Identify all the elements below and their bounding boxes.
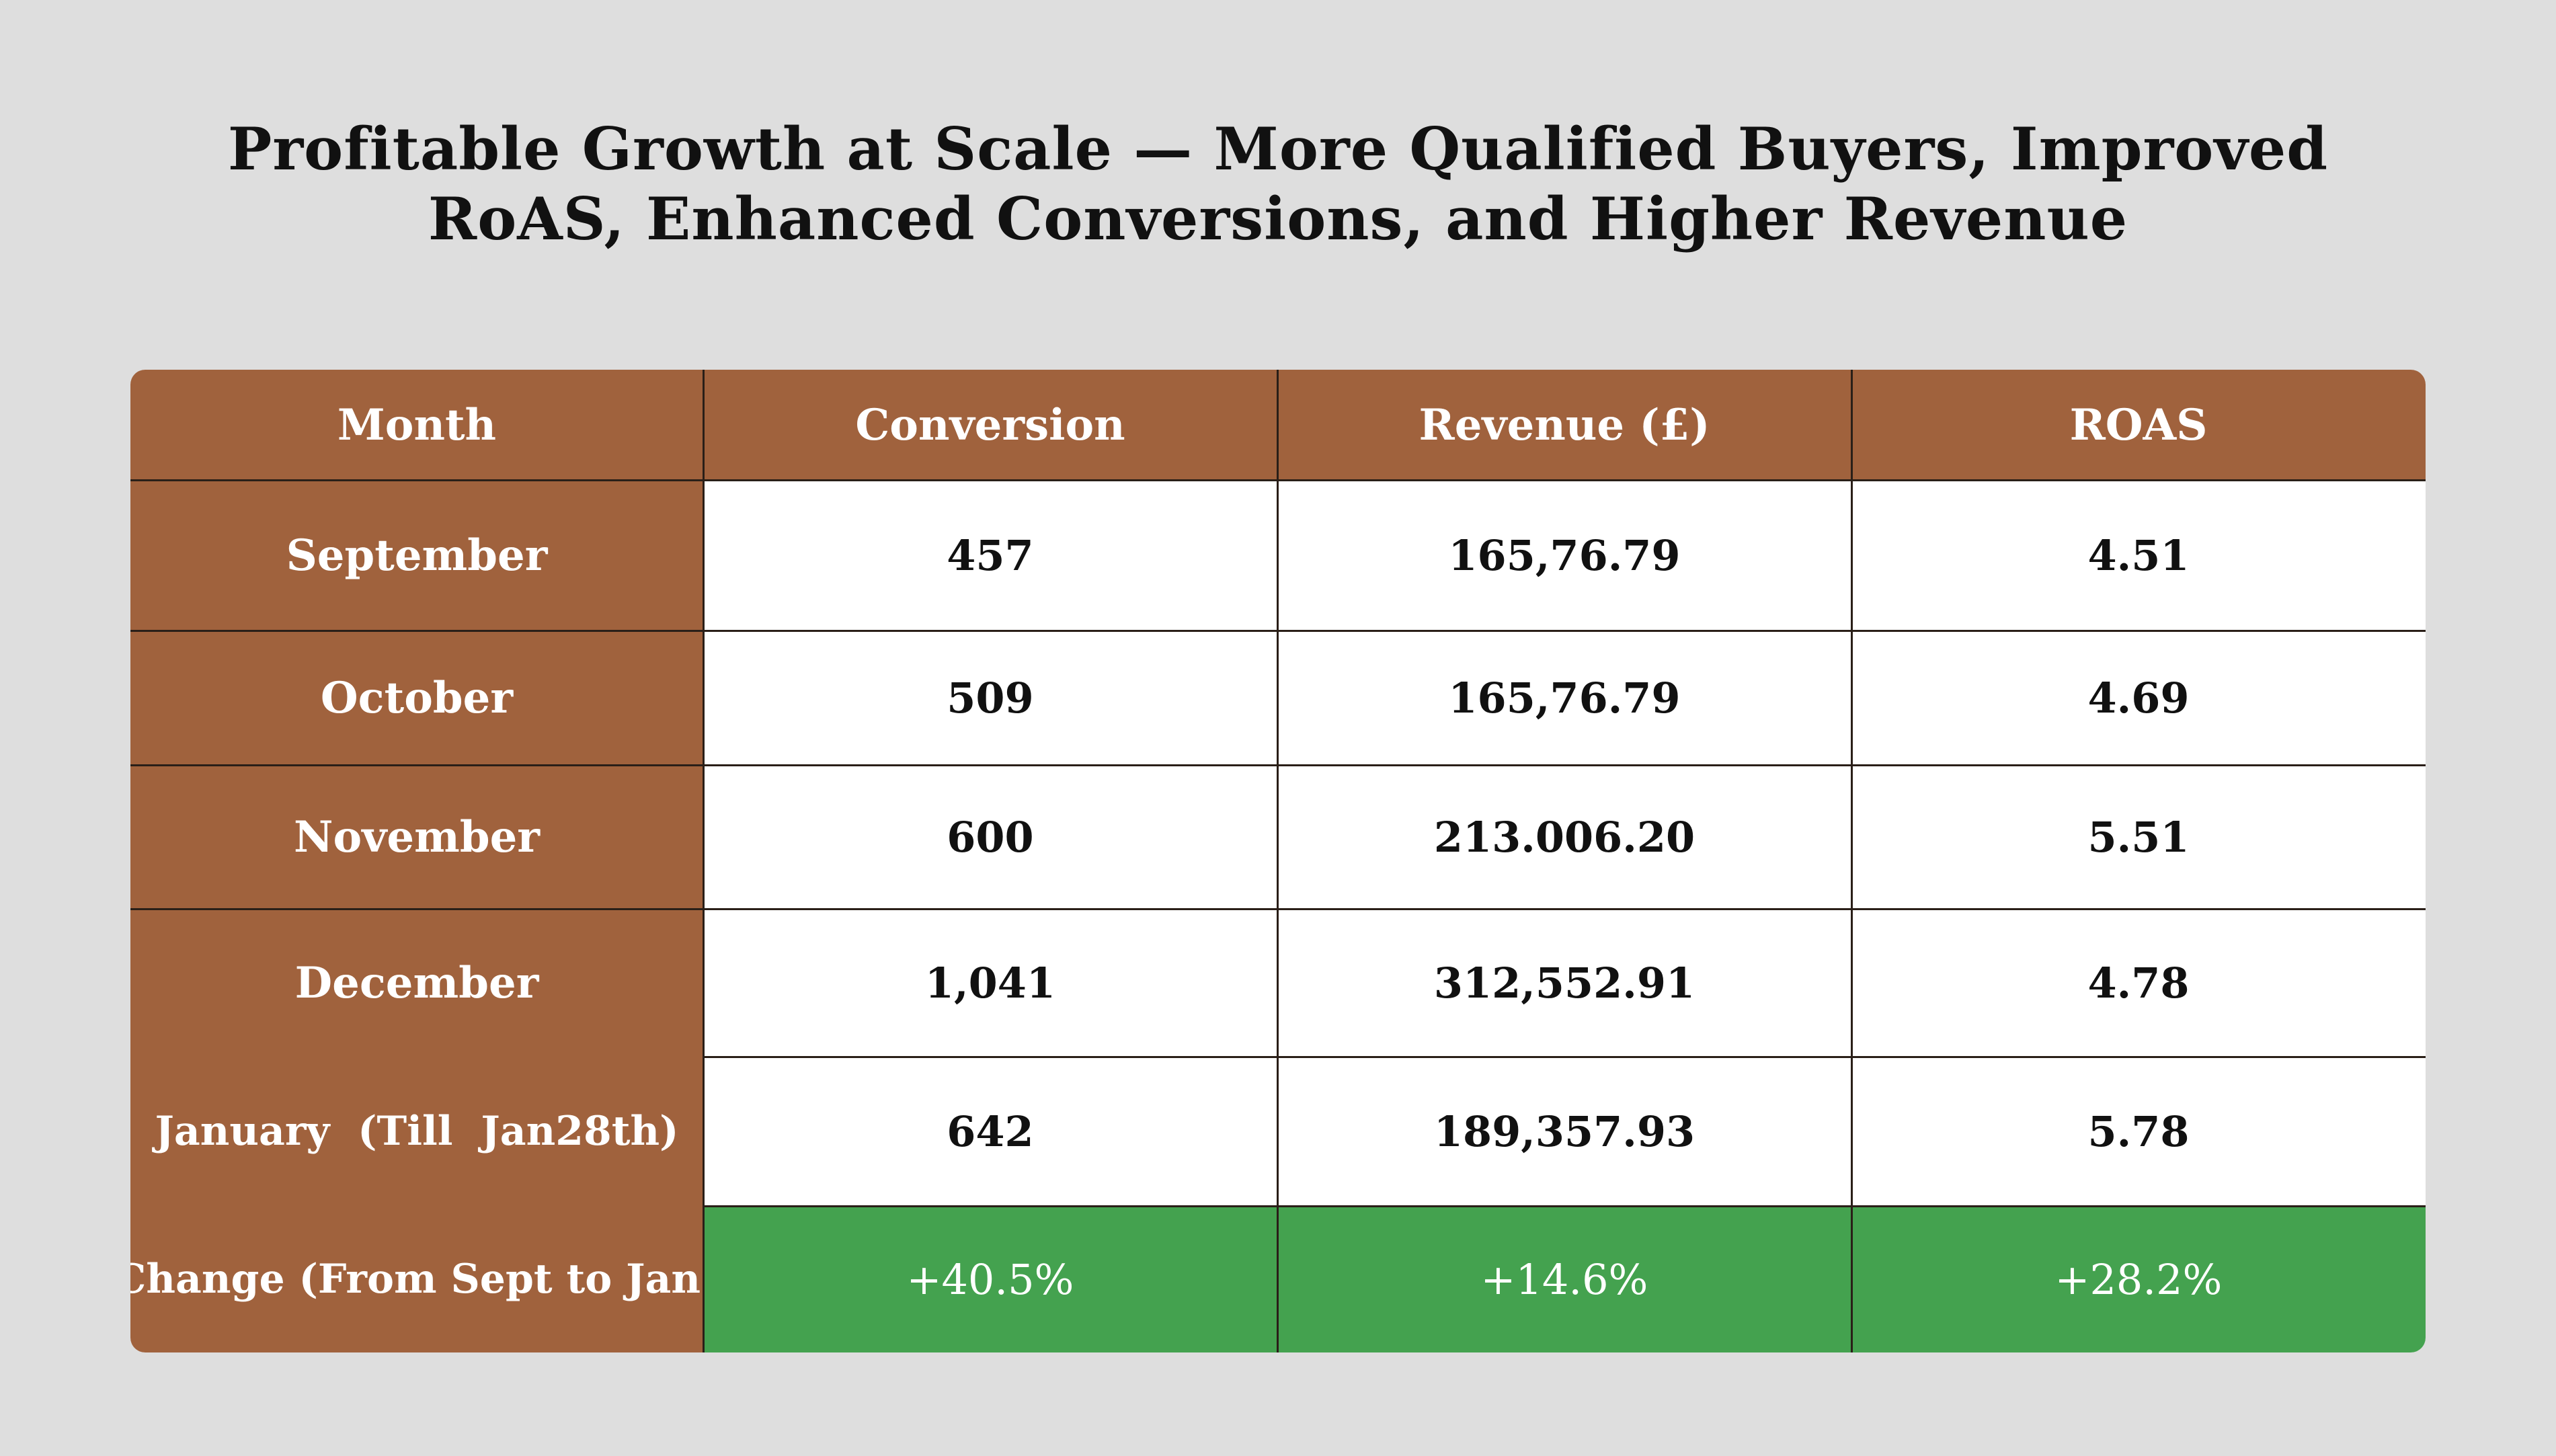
roas-october: 4.69 bbox=[1851, 631, 2426, 765]
roas-january: 5.78 bbox=[1851, 1057, 2426, 1206]
column-divider-3 bbox=[1851, 370, 1853, 1352]
header-month: Month bbox=[130, 370, 703, 480]
title-line-2: RoAS, Enhanced Conversions, and Higher R… bbox=[428, 184, 2128, 253]
conversion-november: 600 bbox=[703, 765, 1277, 909]
conversion-october: 509 bbox=[703, 631, 1277, 765]
revenue-november: 213.006.20 bbox=[1277, 765, 1851, 909]
revenue-january: 189,357.93 bbox=[1277, 1057, 1851, 1206]
column-divider-2 bbox=[1277, 370, 1279, 1352]
roas-december: 4.78 bbox=[1851, 909, 2426, 1057]
row-divider-6 bbox=[703, 1205, 2426, 1207]
month-september: September bbox=[130, 480, 703, 631]
row-divider-5 bbox=[703, 1056, 2426, 1058]
metrics-table: Month Conversion Revenue (£) ROAS Septem… bbox=[130, 370, 2426, 1352]
conversion-january: 642 bbox=[703, 1057, 1277, 1206]
month-january: January (Till Jan28th) bbox=[130, 1057, 703, 1206]
conversion-december: 1,041 bbox=[703, 909, 1277, 1057]
change-label: Change (From Sept to Jan) bbox=[130, 1206, 703, 1352]
header-roas: ROAS bbox=[1851, 370, 2426, 480]
row-divider-2 bbox=[130, 630, 2426, 632]
row-divider-1 bbox=[130, 479, 2426, 481]
column-divider-1 bbox=[703, 370, 705, 1352]
row-divider-4 bbox=[130, 908, 2426, 910]
month-november: November bbox=[130, 765, 703, 909]
revenue-december: 312,552.91 bbox=[1277, 909, 1851, 1057]
header-revenue: Revenue (£) bbox=[1277, 370, 1851, 480]
revenue-october: 165,76.79 bbox=[1277, 631, 1851, 765]
conversion-september: 457 bbox=[703, 480, 1277, 631]
month-december: December bbox=[130, 909, 703, 1057]
row-divider-3 bbox=[130, 764, 2426, 766]
header-conversion: Conversion bbox=[703, 370, 1277, 480]
title-line-1: Profitable Growth at Scale — More Qualif… bbox=[227, 114, 2329, 184]
month-october: October bbox=[130, 631, 703, 765]
roas-september: 4.51 bbox=[1851, 480, 2426, 631]
revenue-september: 165,76.79 bbox=[1277, 480, 1851, 631]
page-title: Profitable Growth at Scale — More Qualif… bbox=[134, 114, 2422, 254]
change-conversion: +40.5% bbox=[703, 1206, 1277, 1352]
change-revenue: +14.6% bbox=[1277, 1206, 1851, 1352]
roas-november: 5.51 bbox=[1851, 765, 2426, 909]
change-roas: +28.2% bbox=[1851, 1206, 2426, 1352]
